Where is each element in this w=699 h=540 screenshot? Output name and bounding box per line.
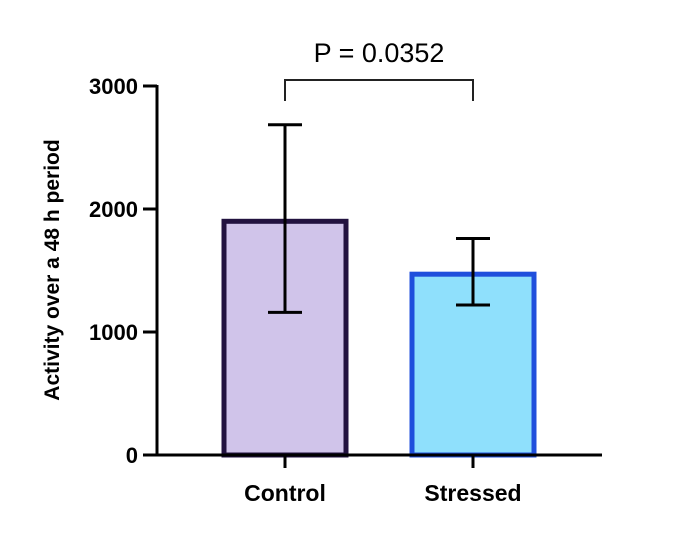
x-tick-label-stressed: Stressed — [424, 480, 521, 506]
y-axis-label: Activity over a 48 h period — [41, 139, 64, 400]
significance-bracket — [284, 79, 474, 101]
labels-layer: Control Stressed 0 1000 2000 3000 — [89, 74, 522, 506]
axes-layer — [143, 84, 602, 468]
y-tick-label: 3000 — [89, 74, 138, 99]
x-tick-label-control: Control — [244, 480, 326, 506]
error-bars-layer — [268, 123, 490, 314]
y-tick-label: 2000 — [89, 197, 138, 222]
error-bar-stressed — [456, 237, 490, 307]
bars-layer — [221, 218, 537, 458]
y-tick-label: 0 — [126, 443, 138, 468]
p-value-label: P = 0.0352 — [314, 38, 445, 68]
error-bar-control — [268, 123, 302, 314]
significance-annotation: P = 0.0352 — [284, 38, 474, 101]
y-tick-label: 1000 — [89, 320, 138, 345]
